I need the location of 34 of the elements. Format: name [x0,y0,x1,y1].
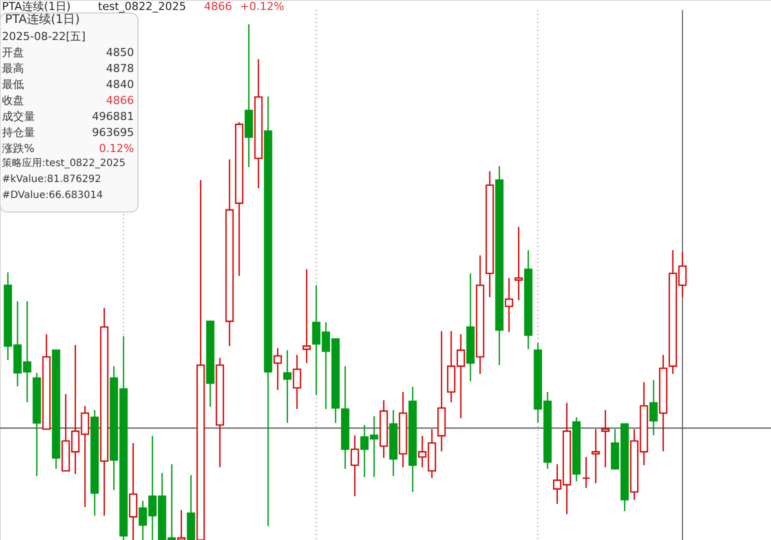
annotation: #DValue:66.683014 [2,190,103,201]
candlestick [283,350,292,424]
candlestick [592,428,600,484]
annotation: PTA连续(1日) [5,12,80,26]
candlestick [292,354,302,410]
candlestick [504,277,514,333]
candlestick [649,379,658,436]
candlestick [302,268,311,364]
annotation: 最高 [2,62,24,75]
candlestick [514,226,523,301]
annotation: 4866 [106,94,134,107]
candlestick [601,409,610,468]
candlestick [274,347,282,391]
chart-title: PTA连续(1日) [2,0,71,13]
annotation: 持仓量 [2,126,35,139]
annotation: 开盘 [2,46,24,59]
annotation: 4850 [106,46,134,59]
candlestick [582,456,590,489]
annotation: 4878 [106,62,134,75]
annotation: 963695 [92,126,134,139]
annotation: 策略应用:test_0822_2025 [2,157,126,169]
candlestick [350,434,359,497]
text: 4866 [204,0,232,13]
annotation: 收盘 [2,94,24,107]
annotation: #kValue:81.876292 [2,174,102,185]
annotation: 4840 [106,78,134,91]
text: +0.12% [240,0,284,13]
annotation: 496881 [92,110,134,123]
annotation: 成交量 [2,110,35,123]
annotation: 涨跌% [2,142,34,155]
text: test_0822_2025 [98,0,186,13]
annotation: 0.12% [99,142,134,155]
annotation: 2025-08-22[五] [2,30,86,43]
annotation: 最低 [2,78,24,91]
